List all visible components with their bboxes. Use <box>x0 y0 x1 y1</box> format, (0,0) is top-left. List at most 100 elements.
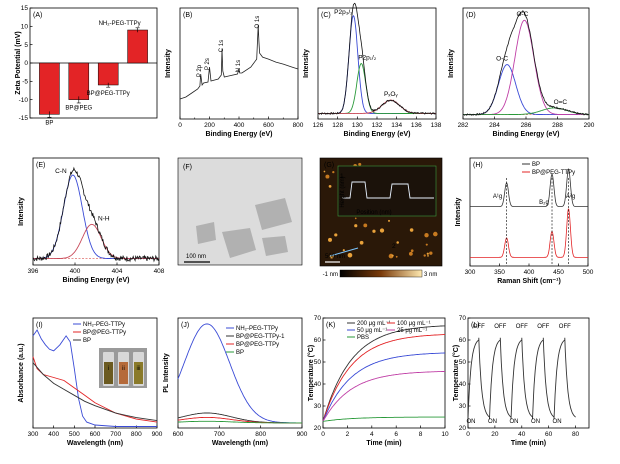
A-bar-label: BP@PEG-TTPy <box>87 91 130 97</box>
K-legend-label: 50 μg mL⁻¹ <box>357 328 387 334</box>
C-data-line <box>317 2 437 115</box>
E-peak-label: C-N <box>55 168 67 175</box>
E-xtick-label: 408 <box>154 268 165 275</box>
G-flake <box>410 249 414 253</box>
H-spectrum-line <box>470 168 588 207</box>
C-fit-line <box>318 99 436 114</box>
A-ytick-label: -15 <box>19 115 29 122</box>
I-ylabel: Absorbance (a.u.) <box>18 343 25 402</box>
panel-label-A: (A) <box>33 12 42 19</box>
K-ytick-label: 50 <box>314 359 322 366</box>
G-flake <box>429 251 433 255</box>
G-flake <box>342 249 345 252</box>
H-spectrum-line <box>470 208 588 258</box>
H-ylabel: Intensity <box>455 198 462 227</box>
C-xtick-label: 126 <box>313 122 324 129</box>
K-temperature-line <box>322 371 445 422</box>
I-xtick-label: 900 <box>152 431 163 438</box>
H-xtick-label: 500 <box>583 269 594 276</box>
K-ytick-label: 40 <box>314 381 322 388</box>
L-ytick-label: 60 <box>459 337 467 344</box>
panel-label-B: (B) <box>183 12 192 19</box>
G-flake <box>396 241 399 244</box>
I-xtick-label: 800 <box>131 431 142 438</box>
K-legend-label: 100 μg mL⁻¹ <box>397 321 431 327</box>
panel-label-D: (D) <box>466 12 476 19</box>
J-legend-label: NH₂-PEG-TTPy <box>236 326 278 332</box>
E-ylabel: Intensity <box>18 197 25 226</box>
H-xlabel: Raman Shift (cm⁻¹) <box>497 278 561 285</box>
L-xtick-label: 80 <box>572 431 580 438</box>
I-xtick-label: 700 <box>110 431 121 438</box>
J-xlabel: Wavelength (nm) <box>212 440 268 447</box>
G-flake <box>424 233 429 238</box>
K-xtick-label: 0 <box>321 431 325 438</box>
L-on-label: ON <box>467 419 476 425</box>
L-on-label: ON <box>510 419 519 425</box>
G-height-profile <box>342 181 434 199</box>
E-xtick-label: 400 <box>70 268 81 275</box>
E-xtick-label: 396 <box>28 268 39 275</box>
B-xtick-label: 200 <box>204 122 215 129</box>
K-xtick-label: 2 <box>346 431 350 438</box>
D-peak-label: O-C <box>516 11 528 18</box>
G-inset-xlabel: Position (nm) <box>356 210 391 216</box>
C-xtick-label: 138 <box>431 122 442 129</box>
G-flake <box>426 252 429 255</box>
I-vial-liquid <box>104 362 113 384</box>
D-peak-label: O=C <box>554 99 568 106</box>
L-ytick-label: 70 <box>459 315 467 322</box>
B-xlabel: Binding Energy (eV) <box>206 131 273 138</box>
F-nanosheet <box>262 236 288 256</box>
K-xlabel: Time (min) <box>366 440 401 447</box>
K-ytick-label: 60 <box>314 337 322 344</box>
E-fit-line <box>33 174 159 260</box>
A-bar <box>127 29 148 64</box>
C-xtick-label: 128 <box>332 122 343 129</box>
L-on-label: ON <box>488 419 497 425</box>
L-off-label: OFF <box>537 324 549 330</box>
panel-label-H: (H) <box>473 162 483 169</box>
G-flake <box>408 251 413 256</box>
G-flake <box>325 174 330 179</box>
B-xtick-label: 400 <box>234 122 245 129</box>
I-vial-label: iii <box>137 366 141 372</box>
F-nanosheet <box>222 228 256 258</box>
H-xtick-label: 300 <box>465 269 476 276</box>
G-flake <box>423 254 426 257</box>
H-xtick-label: 350 <box>494 269 505 276</box>
K-ytick-label: 70 <box>314 315 322 322</box>
I-vial-label: ii <box>122 366 125 372</box>
B-ylabel: Intensity <box>165 49 172 78</box>
L-on-label: ON <box>531 419 540 425</box>
D-plot-frame <box>462 7 590 120</box>
G-scale-label: 500 nm <box>325 254 345 260</box>
G-flake <box>358 162 362 166</box>
panel-label-L: (L) <box>471 322 480 329</box>
C-peak-label: P2p₁/₂ <box>358 55 377 62</box>
B-peak-label: O 1s <box>255 16 261 29</box>
K-legend-label: 25 μg mL⁻¹ <box>397 328 427 334</box>
L-xtick-label: 60 <box>545 431 553 438</box>
C-ylabel: Intensity <box>303 49 310 78</box>
G-marker-1: 1 <box>340 173 344 180</box>
A-ytick-label: 0 <box>24 60 28 67</box>
G-flake <box>354 224 358 228</box>
A-ytick-label: 10 <box>21 24 29 31</box>
K-temperature-line <box>322 325 445 422</box>
G-marker-2: 2 <box>392 243 396 250</box>
B-xtick-label: 0 <box>178 122 182 129</box>
E-xtick-label: 404 <box>112 268 123 275</box>
K-ytick-label: 20 <box>314 425 322 432</box>
G-colorbar-min: -1 nm <box>323 272 338 278</box>
H-peak-label: A²g <box>566 194 575 200</box>
G-profile-line <box>329 247 359 257</box>
C-xtick-label: 136 <box>411 122 422 129</box>
B-peak-label: P 2p <box>197 64 203 77</box>
G-inset-ylabel: Height (nm) <box>340 176 346 207</box>
D-xtick-label: 290 <box>584 122 595 129</box>
K-temperature-line <box>322 334 446 422</box>
I-spectrum-line <box>32 362 158 422</box>
C-fit-line <box>318 15 436 114</box>
B-xtick-label: 800 <box>293 122 304 129</box>
